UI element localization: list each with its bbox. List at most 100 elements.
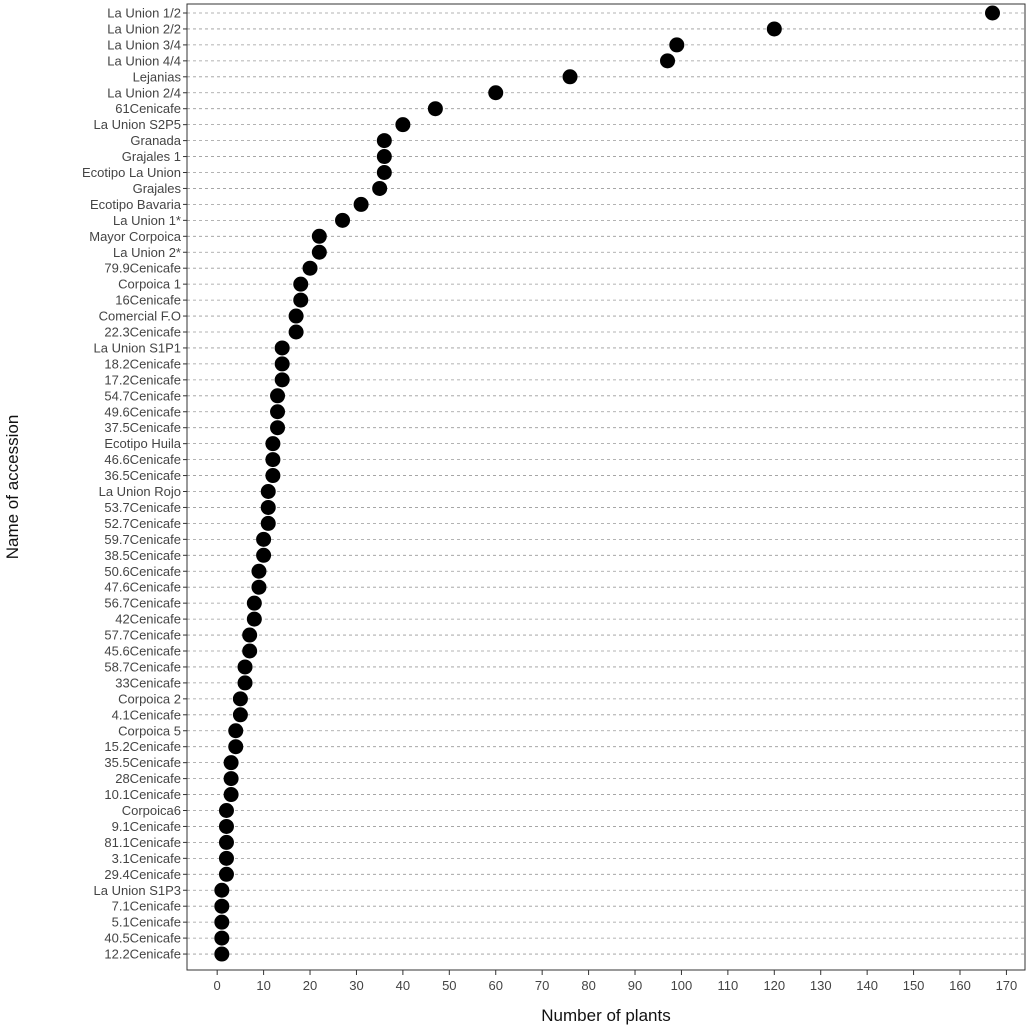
data-point [488, 85, 504, 101]
x-tick-label: 70 [535, 978, 549, 993]
data-point [265, 452, 281, 468]
x-tick-label: 140 [856, 978, 878, 993]
x-tick-label: 0 [214, 978, 221, 993]
y-tick-label: 10.1Cenicafe [104, 787, 181, 802]
y-tick-label: 33Cenicafe [115, 675, 181, 690]
data-point [214, 898, 230, 914]
y-tick-label: 18.2Cenicafe [104, 356, 181, 371]
data-point [218, 850, 234, 866]
data-point [260, 484, 276, 499]
y-tick-label: Comercial F.O [99, 309, 181, 324]
data-point [270, 404, 286, 420]
y-tick-label: Lejanias [133, 69, 182, 84]
y-tick-label: 46.6Cenicafe [104, 452, 181, 467]
y-tick-label: 54.7Cenicafe [104, 388, 181, 403]
data-point [218, 866, 234, 882]
y-tick-label: 53.7Cenicafe [104, 500, 181, 515]
data-point [246, 611, 262, 627]
x-tick-label: 100 [671, 978, 693, 993]
y-tick-label: 36.5Cenicafe [104, 468, 181, 483]
y-tick-label: 81.1Cenicafe [104, 835, 181, 850]
data-point [274, 356, 290, 372]
x-tick-label: 160 [949, 978, 971, 993]
data-point [288, 308, 304, 324]
data-point [242, 627, 258, 643]
data-point [395, 117, 411, 133]
data-point [288, 324, 304, 340]
y-tick-label: 15.2Cenicafe [104, 739, 181, 754]
data-point [214, 930, 230, 946]
data-point [265, 436, 281, 452]
data-point [376, 133, 392, 149]
y-tick-label: La Union 3/4 [107, 37, 181, 52]
data-point [311, 228, 327, 244]
data-point [372, 180, 388, 196]
y-tick-label: La Union S2P5 [94, 117, 181, 132]
data-point [237, 675, 253, 691]
x-tick-label: 120 [763, 978, 785, 993]
y-tick-label: 42Cenicafe [115, 612, 181, 627]
x-axis-ticks: 0 10 20 30 40 50 60 70 80 90 100 110 120 130 140 150 160… [214, 970, 1017, 993]
y-tick-label: 3.1Cenicafe [112, 851, 181, 866]
y-tick-label: 57.7Cenicafe [104, 628, 181, 643]
data-point [669, 37, 685, 53]
y-tick-label: 47.6Cenicafe [104, 580, 181, 595]
x-axis-title: Number of plants [541, 1006, 670, 1025]
data-point [376, 149, 392, 165]
y-axis-ticks: La Union 1/2La Union 2/2La Union 3/4La U… [82, 6, 187, 962]
y-tick-label: La Union Rojo [99, 484, 181, 499]
data-points [214, 5, 1001, 962]
data-point [293, 276, 309, 292]
data-point [985, 5, 1001, 21]
y-tick-label: Ecotipo Huila [104, 436, 181, 451]
x-tick-label: 30 [349, 978, 363, 993]
y-tick-label: La Union 2/4 [107, 85, 181, 100]
y-tick-label: 12.2Cenicafe [104, 947, 181, 962]
x-tick-label: 110 [718, 978, 739, 993]
x-tick-label: 90 [628, 978, 642, 993]
data-point [214, 946, 230, 962]
y-tick-label: 58.7Cenicafe [104, 659, 181, 674]
data-point [353, 196, 369, 212]
y-tick-label: 49.6Cenicafe [104, 404, 181, 419]
y-tick-label: 37.5Cenicafe [104, 420, 181, 435]
y-tick-label: Ecotipo La Union [82, 165, 181, 180]
data-point [660, 53, 676, 69]
y-tick-label: La Union 1/2 [107, 6, 181, 21]
data-point [274, 372, 290, 388]
data-point [427, 101, 443, 117]
y-tick-label: 59.7Cenicafe [104, 532, 181, 547]
y-tick-label: La Union S1P1 [94, 340, 181, 355]
data-point [232, 691, 248, 707]
data-point [223, 755, 239, 771]
data-point [237, 659, 253, 675]
gridlines [187, 12, 1025, 955]
data-point [270, 420, 286, 436]
y-tick-label: 16Cenicafe [115, 293, 181, 308]
data-point [228, 739, 244, 755]
data-point [214, 914, 230, 930]
y-tick-label: Grajales 1 [122, 149, 181, 164]
y-tick-label: La Union 2* [113, 245, 181, 260]
y-tick-label: La Union S1P3 [94, 883, 181, 898]
data-point [260, 515, 276, 531]
data-point [302, 260, 318, 276]
x-tick-label: 60 [489, 978, 503, 993]
data-point [232, 707, 248, 723]
data-point [376, 165, 392, 180]
data-point [251, 579, 267, 595]
y-tick-label: 5.1Cenicafe [112, 915, 181, 930]
y-tick-label: La Union 1* [113, 213, 181, 228]
y-tick-label: La Union 4/4 [107, 53, 181, 68]
y-tick-label: 35.5Cenicafe [104, 755, 181, 770]
x-tick-label: 80 [581, 978, 595, 993]
y-tick-label: Corpoica6 [122, 803, 181, 818]
data-point [265, 468, 281, 484]
y-tick-label: 9.1Cenicafe [112, 819, 181, 834]
y-tick-label: 38.5Cenicafe [104, 548, 181, 563]
x-tick-label: 150 [903, 978, 925, 993]
y-tick-label: 28Cenicafe [115, 771, 181, 786]
data-point [218, 834, 234, 850]
y-tick-label: Granada [130, 133, 181, 148]
y-tick-label: 29.4Cenicafe [104, 867, 181, 882]
